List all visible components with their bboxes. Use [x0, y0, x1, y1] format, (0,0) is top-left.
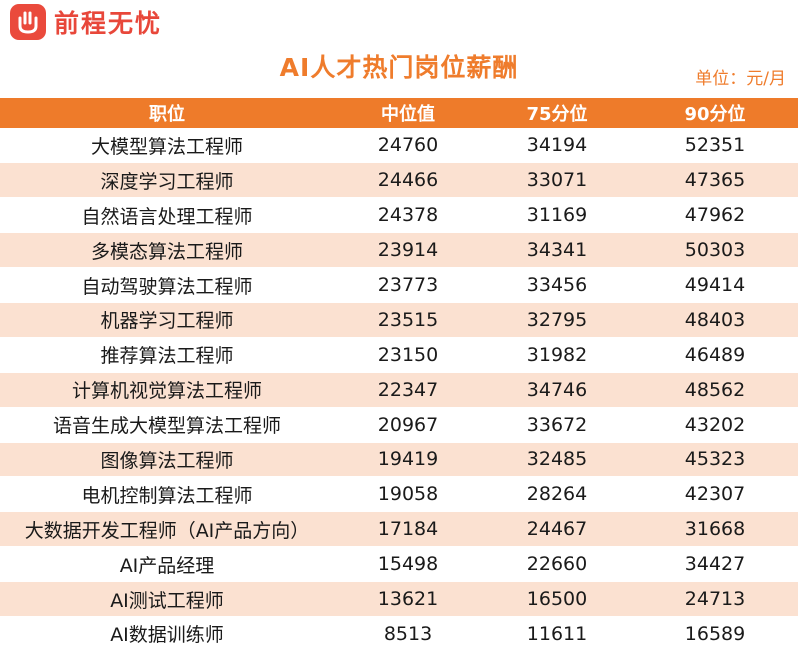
cell-p75: 31169	[482, 197, 632, 234]
cell-median: 15498	[334, 546, 482, 583]
cell-p75: 32795	[482, 302, 632, 338]
table-row: 计算机视觉算法工程师 22347 34746 48562	[0, 372, 798, 408]
header-position: 职位	[149, 104, 185, 125]
cell-p75: 24467	[482, 511, 632, 548]
cell-p75: 32485	[482, 442, 632, 478]
cell-p75: 33672	[482, 407, 632, 443]
cell-position: 机器学习工程师	[0, 302, 334, 338]
cell-p90: 47962	[632, 197, 798, 234]
cell-p90: 43202	[632, 407, 798, 443]
table-row: AI数据训练师 8513 11611 16589	[0, 616, 798, 652]
cell-p90: 50303	[632, 232, 798, 269]
header-p90: 90分位	[684, 104, 746, 125]
cell-median: 23773	[334, 267, 482, 303]
cell-median: 23515	[334, 302, 482, 338]
table-header-row: 职位 中位值 75分位 90分位	[0, 98, 798, 128]
cell-p75: 11611	[482, 616, 632, 652]
table-row: 机器学习工程师 23515 32795 48403	[0, 302, 798, 338]
cell-position: 多模态算法工程师	[0, 232, 334, 269]
cell-p90: 24713	[632, 581, 798, 617]
table-row: 电机控制算法工程师 19058 28264 42307	[0, 476, 798, 513]
cell-position: 推荐算法工程师	[0, 337, 334, 373]
cell-median: 8513	[334, 616, 482, 652]
cell-median: 22347	[334, 372, 482, 408]
cell-p75: 28264	[482, 476, 632, 513]
cell-position: 图像算法工程师	[0, 442, 334, 478]
page-title: AI人才热门岗位薪酬	[279, 53, 519, 82]
cell-p75: 34746	[482, 372, 632, 408]
header-median: 中位值	[381, 104, 435, 125]
cell-p75: 34194	[482, 128, 632, 164]
cell-p90: 42307	[632, 476, 798, 513]
cell-p75: 31982	[482, 337, 632, 373]
hand-logo-icon	[10, 4, 46, 40]
salary-table: 职位 中位值 75分位 90分位 大模型算法工程师 24760 34194 52351…	[0, 98, 798, 652]
cell-p75: 16500	[482, 581, 632, 617]
table-row: AI产品经理 15498 22660 34427	[0, 546, 798, 583]
cell-position: AI产品经理	[0, 546, 334, 583]
cell-median: 20967	[334, 407, 482, 443]
cell-median: 19419	[334, 442, 482, 478]
table-row: 大数据开发工程师（AI产品方向） 17184 24467 31668	[0, 511, 798, 548]
cell-p90: 46489	[632, 337, 798, 373]
cell-p90: 47365	[632, 162, 798, 199]
cell-median: 23150	[334, 337, 482, 373]
cell-position: AI数据训练师	[0, 616, 334, 652]
cell-median: 23914	[334, 232, 482, 269]
cell-median: 19058	[334, 476, 482, 513]
table-row: 自动驾驶算法工程师 23773 33456 49414	[0, 267, 798, 303]
cell-p90: 16589	[632, 616, 798, 652]
cell-median: 24378	[334, 197, 482, 234]
cell-median: 13621	[334, 581, 482, 617]
cell-position: 电机控制算法工程师	[0, 476, 334, 513]
cell-p90: 49414	[632, 267, 798, 303]
cell-p90: 45323	[632, 442, 798, 478]
cell-p75: 22660	[482, 546, 632, 583]
table-row: 多模态算法工程师 23914 34341 50303	[0, 232, 798, 269]
cell-position: AI测试工程师	[0, 581, 334, 617]
cell-position: 深度学习工程师	[0, 162, 334, 199]
table-row: 大模型算法工程师 24760 34194 52351	[0, 128, 798, 164]
cell-median: 24760	[334, 128, 482, 164]
table-row: 推荐算法工程师 23150 31982 46489	[0, 337, 798, 373]
cell-median: 24466	[334, 162, 482, 199]
table-row: AI测试工程师 13621 16500 24713	[0, 581, 798, 617]
table-row: 深度学习工程师 24466 33071 47365	[0, 162, 798, 199]
cell-p90: 48403	[632, 302, 798, 338]
cell-position: 语音生成大模型算法工程师	[0, 407, 334, 443]
cell-p75: 34341	[482, 232, 632, 269]
cell-p90: 48562	[632, 372, 798, 408]
cell-position: 自动驾驶算法工程师	[0, 267, 334, 303]
table-row: 图像算法工程师 19419 32485 45323	[0, 442, 798, 478]
cell-p90: 52351	[632, 128, 798, 164]
cell-median: 17184	[334, 511, 482, 548]
cell-position: 自然语言处理工程师	[0, 197, 334, 234]
brand-name: 前程无忧	[54, 9, 163, 38]
cell-p90: 31668	[632, 511, 798, 548]
unit-label: 单位：元/月	[695, 69, 786, 89]
table-row: 语音生成大模型算法工程师 20967 33672 43202	[0, 407, 798, 443]
brand: 前程无忧	[10, 4, 162, 40]
cell-position: 大数据开发工程师（AI产品方向）	[0, 511, 334, 548]
cell-p75: 33071	[482, 162, 632, 199]
cell-p90: 34427	[632, 546, 798, 583]
header-p75: 75分位	[526, 104, 588, 125]
cell-p75: 33456	[482, 267, 632, 303]
cell-position: 计算机视觉算法工程师	[0, 372, 334, 408]
cell-position: 大模型算法工程师	[0, 128, 334, 164]
table-row: 自然语言处理工程师 24378 31169 47962	[0, 197, 798, 234]
